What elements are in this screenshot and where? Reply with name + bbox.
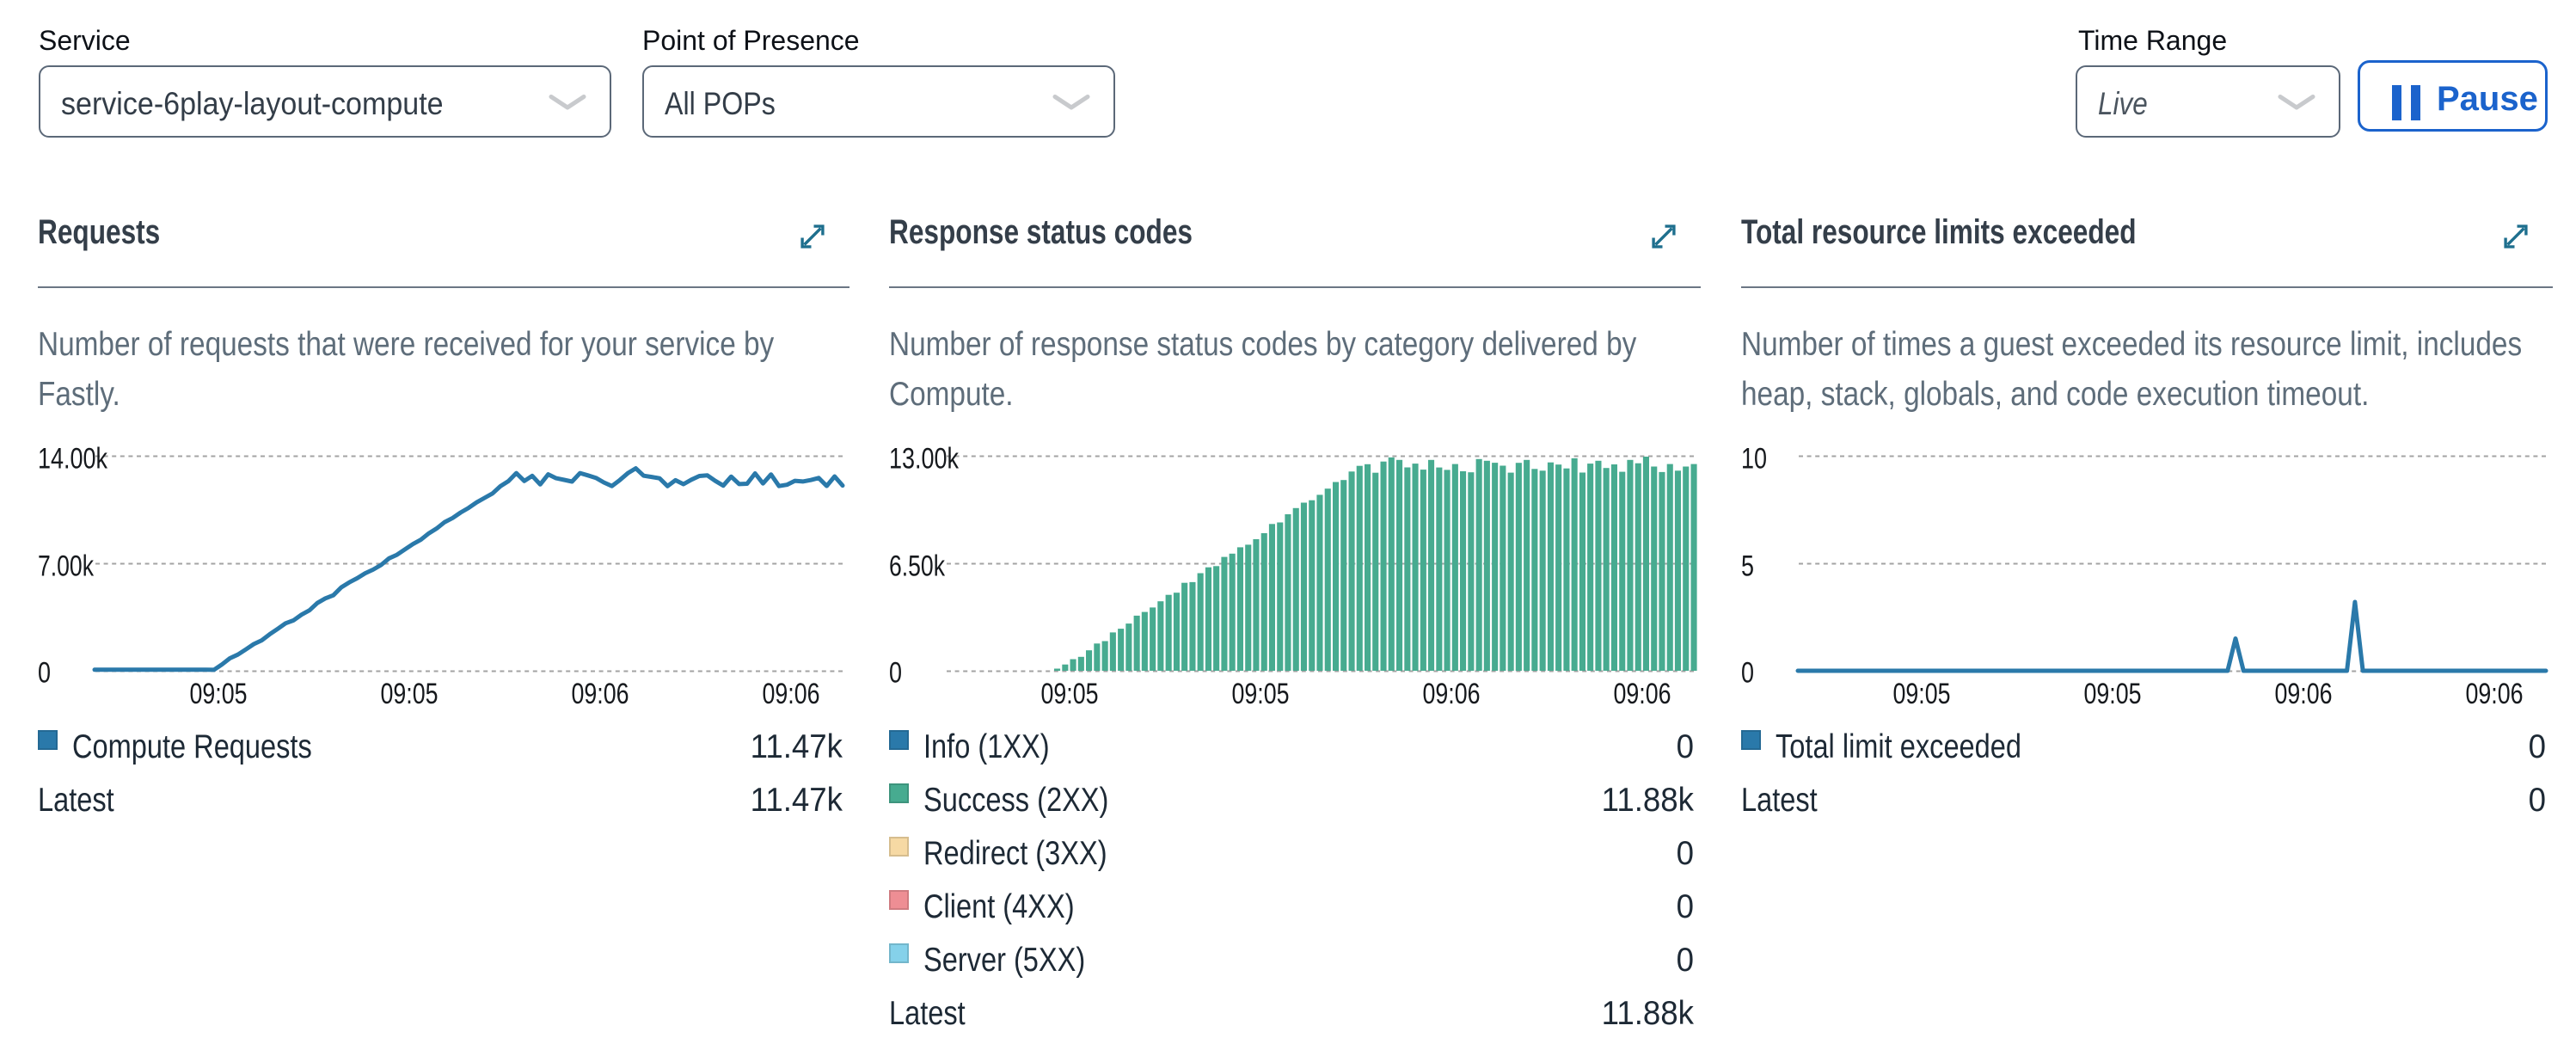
svg-text:14.00k: 14.00k bbox=[38, 443, 108, 476]
svg-text:09:06: 09:06 bbox=[2466, 678, 2524, 710]
svg-text:0: 0 bbox=[38, 657, 51, 690]
svg-text:09:06: 09:06 bbox=[572, 678, 629, 710]
svg-text:09:05: 09:05 bbox=[1232, 678, 1290, 710]
svg-text:09:05: 09:05 bbox=[190, 678, 248, 710]
svg-text:09:05: 09:05 bbox=[2084, 678, 2142, 710]
svg-text:09:06: 09:06 bbox=[1614, 678, 1671, 710]
svg-text:13.00k: 13.00k bbox=[889, 443, 960, 476]
svg-text:09:06: 09:06 bbox=[2275, 678, 2333, 710]
svg-text:09:05: 09:05 bbox=[1041, 678, 1099, 710]
svg-text:0: 0 bbox=[889, 657, 902, 690]
svg-text:5: 5 bbox=[1741, 550, 1754, 583]
svg-text:6.50k: 6.50k bbox=[889, 550, 946, 583]
svg-text:0: 0 bbox=[1741, 657, 1754, 690]
svg-text:09:05: 09:05 bbox=[381, 678, 439, 710]
svg-text:09:06: 09:06 bbox=[1423, 678, 1481, 710]
svg-text:09:05: 09:05 bbox=[1893, 678, 1951, 710]
svg-text:09:06: 09:06 bbox=[763, 678, 820, 710]
svg-text:7.00k: 7.00k bbox=[38, 550, 95, 583]
svg-text:10: 10 bbox=[1741, 443, 1767, 476]
